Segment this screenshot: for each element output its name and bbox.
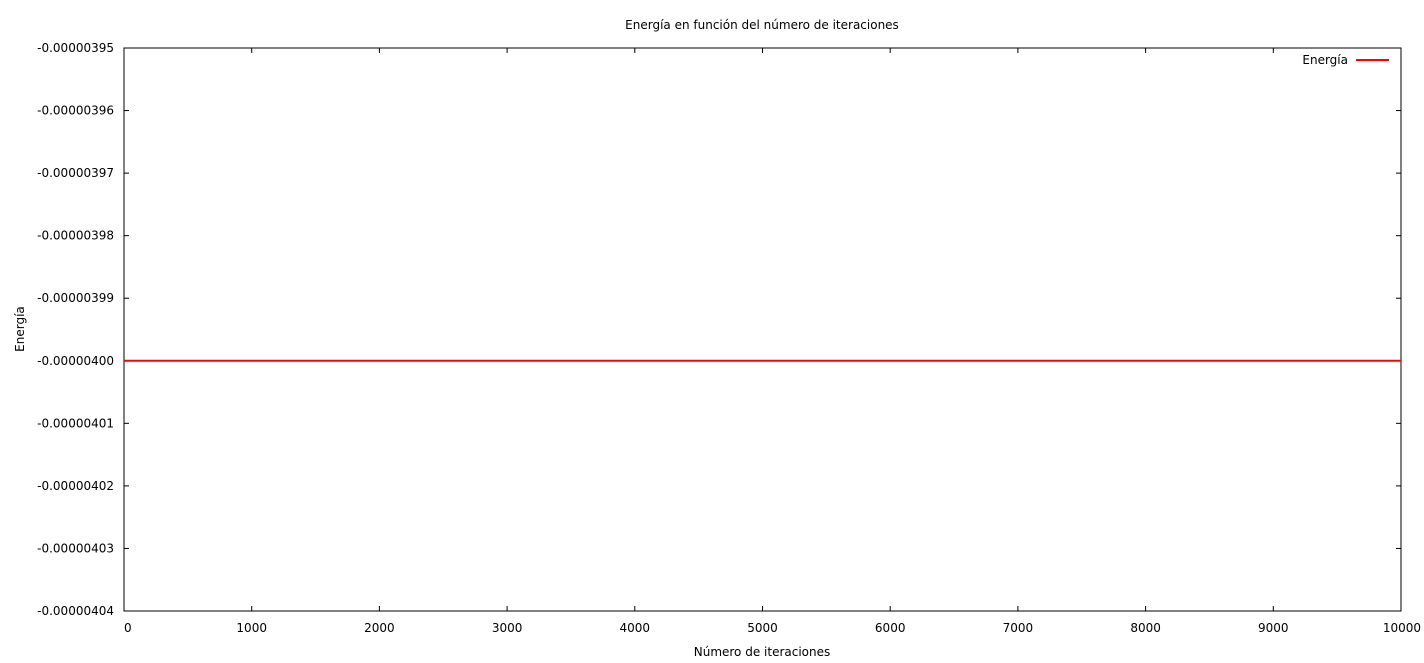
- y-axis-label: Energía: [13, 306, 27, 352]
- y-tick-label: -0.00000395: [37, 41, 114, 55]
- chart-title: Energía en función del número de iteraci…: [625, 18, 899, 32]
- x-tick-label: 10000: [1383, 621, 1421, 635]
- y-tick-label: -0.00000397: [37, 166, 114, 180]
- y-tick-label: -0.00000403: [37, 541, 114, 555]
- x-tick-label: 5000: [747, 621, 778, 635]
- y-tick-label: -0.00000398: [37, 229, 114, 243]
- legend-label-energia: Energía: [1302, 53, 1348, 67]
- y-tick-label: -0.00000399: [37, 291, 114, 305]
- y-tick-label: -0.00000401: [37, 416, 114, 430]
- x-tick-label: 1000: [236, 621, 267, 635]
- plot-frame: [123, 47, 1402, 612]
- y-tick-label: -0.00000400: [37, 354, 114, 368]
- x-tick-label: 9000: [1258, 621, 1289, 635]
- x-tick-label: 7000: [1003, 621, 1034, 635]
- y-axis: -0.00000395 -0.00000396 -0.00000397 -0.0000…: [37, 41, 1401, 618]
- x-tick-label: 4000: [620, 621, 651, 635]
- x-axis-label: Número de iteraciones: [694, 645, 831, 659]
- x-axis: 0 1000 2000 3000 4000 5000 6000 7000 8000 9000 100…: [123, 48, 1421, 635]
- x-tick-label: 6000: [875, 621, 906, 635]
- x-tick-label: 3000: [492, 621, 523, 635]
- y-tick-label: -0.00000402: [37, 479, 114, 493]
- y-tick-label: -0.00000396: [37, 104, 114, 118]
- y-tick-label: -0.00000404: [37, 604, 114, 618]
- x-tick-label: 2000: [364, 621, 395, 635]
- x-tick-label: 8000: [1130, 621, 1161, 635]
- legend: Energía: [1302, 53, 1389, 67]
- x-tick-label: 0: [124, 621, 132, 635]
